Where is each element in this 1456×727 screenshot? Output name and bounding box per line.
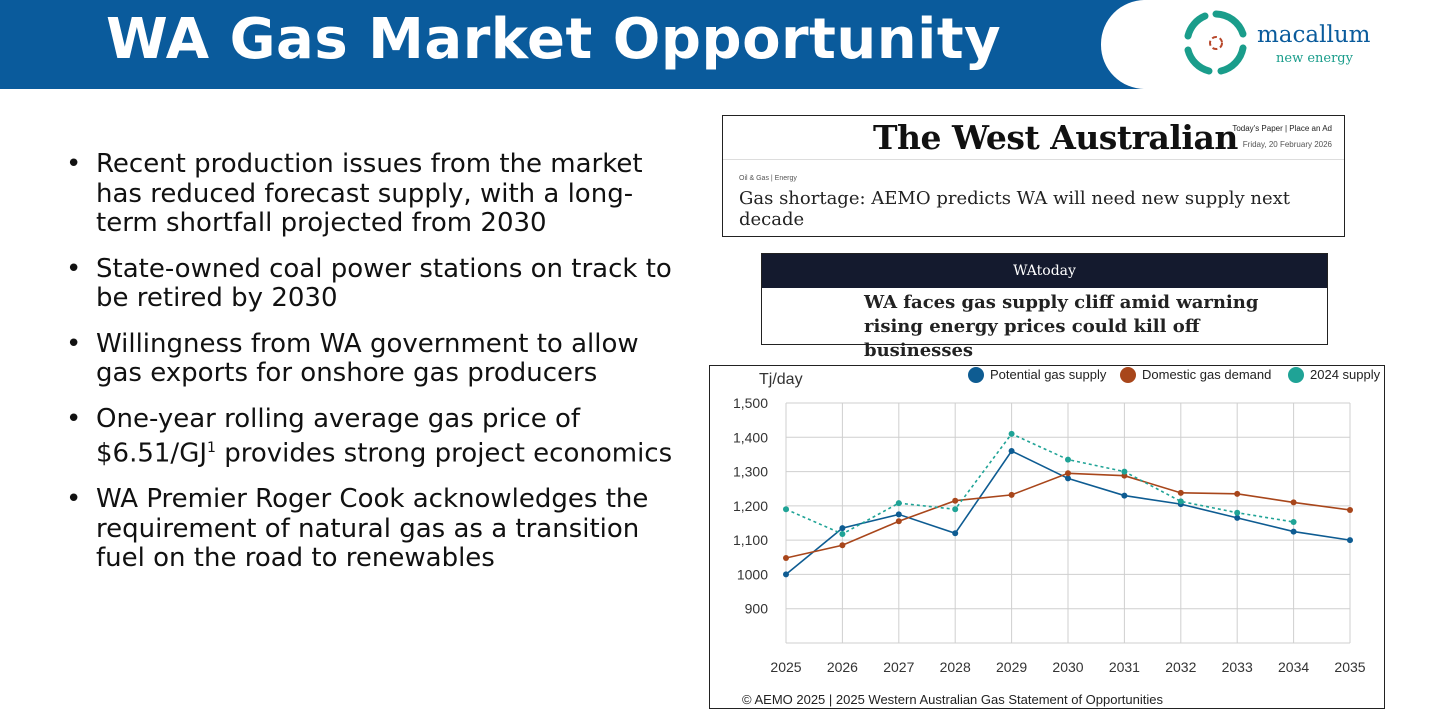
bullet-text: Willingness from WA government to allow … [96, 328, 639, 388]
gas-supply-demand-chart: 900 1000 1,100 1,200 1,300 1,400 1,500 2025 202… [709, 365, 1385, 709]
bullet-text: Recent production issues from the market… [96, 149, 643, 238]
news-clipping-west-australian: The West Australian Today's Paper | Plac… [722, 115, 1345, 237]
data-point [839, 530, 846, 537]
legend-label: 2024 supply [1310, 367, 1381, 382]
data-point [839, 542, 846, 549]
y-axis-label: Tj/day [759, 371, 803, 388]
data-point [1234, 509, 1241, 516]
watoday-brand: WAtoday [1013, 263, 1076, 279]
bullet-item: • Recent production issues from the mark… [62, 149, 682, 239]
x-axis-ticks: 2025 2026 2027 2028 2029 2030 2031 2032 2033 2034… [770, 659, 1365, 675]
bullet-text: One-year rolling average gas price of $6… [96, 403, 581, 469]
data-point [895, 511, 902, 518]
watoday-banner [762, 254, 1327, 288]
y-tick-label: 1,300 [733, 464, 768, 480]
data-point [1234, 514, 1241, 521]
data-point [1347, 506, 1353, 513]
legend-marker [1120, 367, 1136, 383]
bullet-item: • One-year rolling average gas price of … [62, 403, 682, 470]
article-headline: Gas shortage: AEMO predicts WA will need… [739, 188, 1291, 230]
bullet-symbol: • [66, 484, 82, 515]
data-point [952, 506, 959, 513]
data-point [1065, 456, 1071, 463]
logo-name: macallum [1257, 22, 1371, 48]
bullet-text-continued: provides strong project economics [215, 438, 673, 469]
x-tick-label: 2025 [770, 659, 801, 675]
data-point [1234, 490, 1241, 497]
data-point [1177, 489, 1184, 496]
data-point [1008, 448, 1015, 454]
newspaper-masthead: The West Australian [873, 118, 1238, 157]
legend-marker [968, 367, 984, 383]
y-tick-label: 1,500 [733, 395, 768, 411]
data-point [783, 554, 789, 561]
logo-subtitle: new energy [1276, 51, 1353, 66]
x-tick-label: 2030 [1052, 659, 1083, 675]
data-point [783, 506, 789, 513]
bullet-item: • State-owned coal power stations on tra… [62, 253, 682, 314]
data-point [1290, 518, 1297, 525]
slide-title: WA Gas Market Opportunity [106, 7, 1002, 72]
y-tick-label: 1000 [737, 566, 768, 582]
legend-label: Domestic gas demand [1142, 367, 1271, 382]
newspaper-date: Friday, 20 February 2026 [1242, 140, 1332, 149]
data-point [783, 571, 789, 578]
y-tick-label: 1,100 [733, 532, 768, 548]
y-tick-label: 900 [745, 601, 769, 617]
bullet-symbol: • [66, 328, 82, 359]
x-tick-label: 2034 [1278, 659, 1309, 675]
legend-label: Potential gas supply [990, 367, 1107, 382]
data-point [952, 530, 959, 537]
x-tick-label: 2027 [883, 659, 914, 675]
data-point [1290, 499, 1297, 506]
data-point [1121, 492, 1128, 499]
bullet-item: • WA Premier Roger Cook acknowledges the… [62, 484, 682, 574]
bullet-text: State-owned coal power stations on track… [96, 253, 672, 313]
data-point [1065, 475, 1071, 482]
article-tags: Oil & Gas | Energy [739, 175, 797, 182]
article-headline: WA faces gas supply cliff amid warning r… [864, 292, 1259, 361]
x-tick-label: 2028 [940, 659, 971, 675]
y-tick-label: 1,200 [733, 498, 768, 514]
x-tick-label: 2035 [1334, 659, 1365, 675]
bullet-list: • Recent production issues from the mark… [62, 149, 682, 590]
bullet-symbol: • [66, 403, 82, 434]
data-point [839, 525, 846, 532]
bullet-symbol: • [66, 149, 82, 179]
data-point [1177, 498, 1184, 505]
chart-series [783, 430, 1353, 578]
logo-panel [1101, 0, 1456, 89]
macallum-logo-icon [1184, 10, 1247, 75]
x-tick-label: 2029 [996, 659, 1027, 675]
x-tick-label: 2031 [1109, 659, 1140, 675]
divider [723, 159, 1344, 160]
footnote-marker: 1 [207, 440, 216, 456]
news-clipping-watoday: WAtoday WA faces gas supply cliff amid w… [761, 253, 1328, 361]
chart-gridlines [785, 402, 1351, 644]
x-tick-label: 2032 [1165, 659, 1196, 675]
bullet-text: WA Premier Roger Cook acknowledges the r… [96, 484, 649, 574]
data-point [895, 500, 902, 507]
data-point [1065, 470, 1071, 477]
data-point [1121, 468, 1128, 475]
data-point [952, 497, 959, 504]
data-point [1290, 528, 1297, 535]
x-tick-label: 2033 [1222, 659, 1253, 675]
chart-legend: Potential gas supply Domestic gas demand 2… [968, 367, 1381, 383]
x-tick-label: 2026 [827, 659, 858, 675]
series-line [785, 432, 1294, 535]
y-tick-label: 1,400 [733, 429, 768, 445]
bullet-item: • Willingness from WA government to allo… [62, 328, 682, 389]
newspaper-links: Today's Paper | Place an Ad [1232, 124, 1332, 133]
data-point [1347, 537, 1353, 544]
chart-source: © AEMO 2025 | 2025 Western Australian Ga… [742, 692, 1163, 707]
bullet-symbol: • [66, 253, 82, 284]
data-point [895, 518, 902, 525]
data-point [1121, 472, 1128, 479]
y-axis-ticks: 900 1000 1,100 1,200 1,300 1,400 1,500 [733, 395, 768, 617]
data-point [1008, 491, 1015, 498]
data-point [1008, 430, 1015, 437]
legend-marker [1288, 367, 1304, 383]
